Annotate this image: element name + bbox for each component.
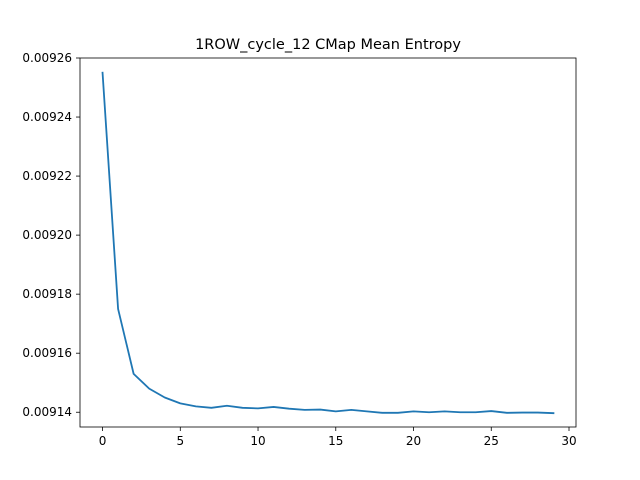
x-tick-label: 5 xyxy=(176,434,184,448)
x-tick-label: 20 xyxy=(406,434,421,448)
x-tick-label: 25 xyxy=(484,434,499,448)
x-axis: 0 5 10 15 20 25 30 xyxy=(99,427,577,448)
x-tick-label: 10 xyxy=(250,434,265,448)
y-tick-label: 0.00916 xyxy=(22,346,72,360)
y-axis: 0.00914 0.00916 0.00918 0.00920 0.00922 0.009… xyxy=(22,51,80,419)
y-tick-label: 0.00926 xyxy=(22,51,72,65)
y-tick-label: 0.00918 xyxy=(22,287,72,301)
axes-frame xyxy=(79,57,577,428)
y-tick-label: 0.00914 xyxy=(22,405,72,419)
series-line xyxy=(101,71,555,415)
x-tick-label: 0 xyxy=(99,434,107,448)
plot-area xyxy=(101,71,555,415)
y-tick-label: 0.00922 xyxy=(22,169,72,183)
y-tick-label: 0.00924 xyxy=(22,110,72,124)
chart-title: 1ROW_cycle_12 CMap Mean Entropy xyxy=(195,37,461,53)
y-tick-label: 0.00920 xyxy=(22,228,72,242)
x-tick-label: 15 xyxy=(328,434,343,448)
x-tick-label: 30 xyxy=(561,434,576,448)
